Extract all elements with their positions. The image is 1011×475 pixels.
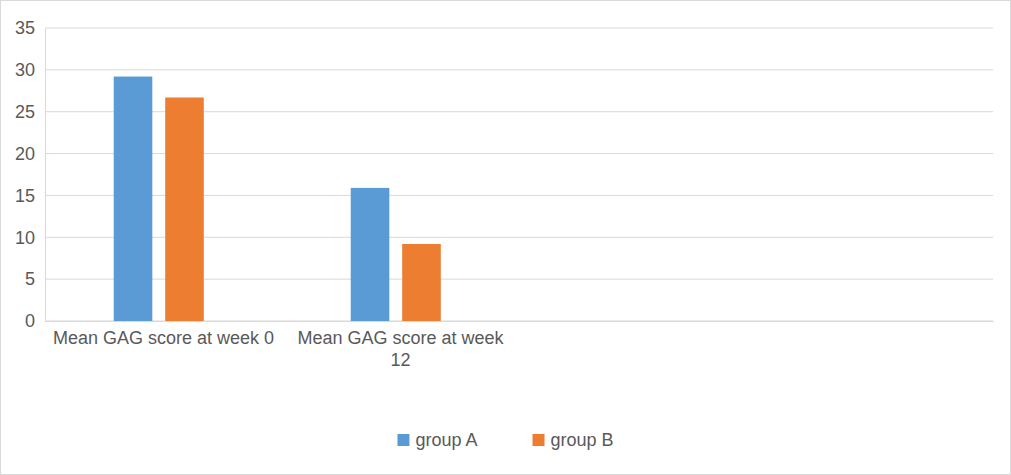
bar — [114, 77, 153, 321]
plot: 05101520253035Mean GAG score at week 0Me… — [15, 18, 994, 370]
grid-line — [45, 69, 993, 70]
y-tick-label: 0 — [25, 311, 35, 331]
chart-frame — [1, 1, 1011, 475]
y-tick-label: 25 — [15, 102, 35, 122]
bar — [165, 97, 204, 321]
y-tick: 15 — [15, 186, 45, 206]
y-tick: 20 — [15, 144, 45, 164]
y-tick: 25 — [15, 102, 45, 122]
bar — [351, 188, 390, 321]
x-axis-line — [46, 321, 994, 322]
y-tick-label: 35 — [15, 18, 35, 38]
y-tick-label: 5 — [25, 269, 35, 289]
y-tick-label: 30 — [15, 60, 35, 80]
legend-swatch — [533, 434, 545, 446]
y-tick: 5 — [25, 269, 45, 289]
y-tick-label: 15 — [15, 186, 35, 206]
chart: 05101520253035Mean GAG score at week 0Me… — [0, 0, 1011, 475]
x-tick: Mean GAG score at week 0 — [53, 321, 274, 348]
y-tick: 10 — [15, 228, 45, 248]
grid — [45, 28, 993, 321]
bars — [114, 77, 441, 321]
grid-line — [45, 28, 993, 29]
bar-series — [165, 97, 441, 321]
bar-series — [114, 77, 390, 321]
y-axis: 0 5 10 15 20 25 30 35 — [15, 18, 46, 331]
y-tick-label: 20 — [15, 144, 35, 164]
legend-item: group B — [533, 430, 614, 450]
x-axis: Mean GAG score at week 0 Mean GAG score a… — [46, 321, 994, 370]
y-tick-label: 10 — [15, 228, 35, 248]
legend: group A group B — [397, 430, 613, 450]
y-tick: 0 — [25, 311, 45, 331]
y-tick: 35 — [15, 18, 45, 38]
y-axis-line — [45, 29, 46, 322]
x-tick: Mean GAG score at week12 — [297, 321, 504, 370]
legend-swatch — [397, 434, 409, 446]
legend-label: group B — [551, 430, 614, 450]
bar — [402, 244, 441, 321]
x-tick-label: Mean GAG score at week12 — [297, 328, 504, 370]
x-tick-label: Mean GAG score at week 0 — [53, 328, 274, 348]
y-tick: 30 — [15, 60, 45, 80]
legend-label: group A — [415, 430, 477, 450]
legend-item: group A — [397, 430, 477, 450]
